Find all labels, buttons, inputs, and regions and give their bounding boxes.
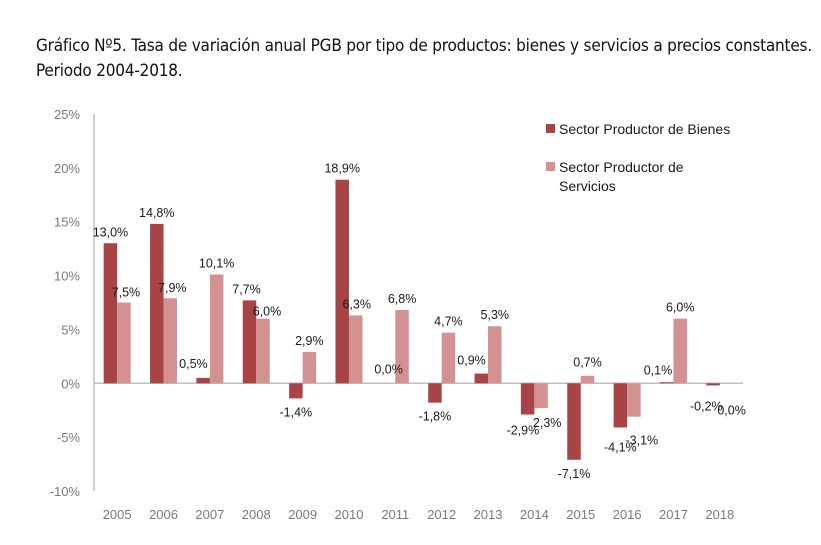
chart-title: Gráfico Nº5. Tasa de variación anual PGB… xyxy=(36,36,812,81)
bar-bienes xyxy=(428,383,442,403)
y-tick-label: 10% xyxy=(54,269,80,284)
data-label: 0,9% xyxy=(457,354,486,368)
y-tick-label: 0% xyxy=(61,376,80,391)
data-label: -4,1% xyxy=(604,440,637,454)
data-label: 10,1% xyxy=(199,256,234,270)
bar-bienes xyxy=(335,179,349,384)
x-tick-label: 2006 xyxy=(149,507,178,522)
legend-label: Servicios xyxy=(559,178,616,194)
x-tick-label: 2015 xyxy=(566,507,595,522)
bars xyxy=(103,179,720,460)
data-label: -1,4% xyxy=(280,405,313,419)
data-label: 5,3% xyxy=(481,308,510,322)
data-label: 18,9% xyxy=(324,162,359,176)
legend: Sector Productor de Bienes Sector Product… xyxy=(546,121,730,194)
bar-servicios xyxy=(163,298,178,384)
x-tick-label: 2008 xyxy=(242,507,271,522)
bar-bienes xyxy=(659,382,674,384)
legend-label: Sector Productor de xyxy=(559,159,684,175)
data-label: 7,7% xyxy=(232,282,261,296)
data-label: 6,0% xyxy=(666,301,695,315)
x-tick-label: 2017 xyxy=(659,507,688,522)
data-label: 13,0% xyxy=(93,225,128,239)
x-tick-label: 2014 xyxy=(520,507,549,522)
data-label: 0,0% xyxy=(717,403,746,417)
data-label: 7,5% xyxy=(112,286,141,300)
bar-servicios xyxy=(395,310,409,384)
data-label: 0,1% xyxy=(644,363,673,377)
data-label: 2,3% xyxy=(533,416,562,430)
data-label: 2,9% xyxy=(295,334,324,348)
data-label: -3,1% xyxy=(626,434,659,448)
bar-servicios xyxy=(488,326,502,384)
x-tick-label: 2013 xyxy=(474,507,503,522)
axes: 25% 20% 15% 10% 5% 0% -5% -10% 2005 2006 2007 2008 2… xyxy=(50,107,743,522)
data-label: 6,8% xyxy=(388,292,417,306)
y-tick-label: 15% xyxy=(54,215,80,230)
x-tick-label: 2012 xyxy=(427,507,456,522)
legend-swatch-servicios xyxy=(546,162,555,171)
x-tick-label: 2007 xyxy=(195,507,224,522)
y-tick-label: 5% xyxy=(61,322,80,337)
data-label: 0,0% xyxy=(374,362,403,376)
bar-servicios xyxy=(348,315,363,384)
x-tick-label: 2018 xyxy=(705,507,734,522)
data-label: 0,5% xyxy=(179,357,208,371)
bar-bienes xyxy=(103,243,118,384)
y-tick-label: 20% xyxy=(54,161,80,176)
bar-bienes xyxy=(289,383,303,399)
bar-bienes xyxy=(520,383,535,415)
bar-servicios xyxy=(209,274,224,384)
bar-bienes xyxy=(242,300,257,384)
y-tick-label: -10% xyxy=(50,484,81,499)
data-label: 7,9% xyxy=(158,281,187,295)
data-label: -0,2% xyxy=(690,399,723,413)
y-tick-label: -5% xyxy=(57,430,81,445)
data-label: -2,9% xyxy=(507,424,540,438)
bar-servicios xyxy=(534,383,548,409)
x-tick-label: 2011 xyxy=(381,507,409,522)
x-tick-label: 2009 xyxy=(288,507,317,522)
bar-servicios xyxy=(580,375,595,384)
bar-servicios xyxy=(441,332,456,384)
x-tick-label: 2016 xyxy=(613,507,642,522)
bar-bienes xyxy=(706,383,720,386)
bar-bienes xyxy=(613,383,628,428)
x-tick-label: 2010 xyxy=(335,507,364,522)
legend-swatch-bienes xyxy=(546,124,555,133)
bar-bienes xyxy=(567,383,581,460)
data-labels: 13,0% 14,8% 0,5% 7,7% -1,4% 18,9% 0,0% -1,8% 0,9… xyxy=(93,162,746,481)
bar-servicios xyxy=(256,318,270,384)
data-label: 6,0% xyxy=(253,305,282,319)
data-label: 0,7% xyxy=(573,356,602,370)
data-label: 4,7% xyxy=(434,315,463,329)
legend-label: Sector Productor de Bienes xyxy=(559,121,730,137)
data-label: -1,8% xyxy=(419,410,452,424)
bar-servicios xyxy=(673,318,687,384)
bar-bienes xyxy=(474,373,489,384)
y-tick-label: 25% xyxy=(54,107,80,122)
bar-bienes xyxy=(150,223,164,384)
x-tick-label: 2005 xyxy=(103,507,132,522)
bar-servicios xyxy=(627,383,641,417)
data-label: -7,1% xyxy=(558,467,591,481)
bar-servicios xyxy=(302,352,317,384)
data-label: 14,8% xyxy=(139,206,174,220)
bar-bienes xyxy=(196,377,210,384)
bar-servicios xyxy=(117,302,131,384)
data-label: 6,3% xyxy=(342,297,371,311)
